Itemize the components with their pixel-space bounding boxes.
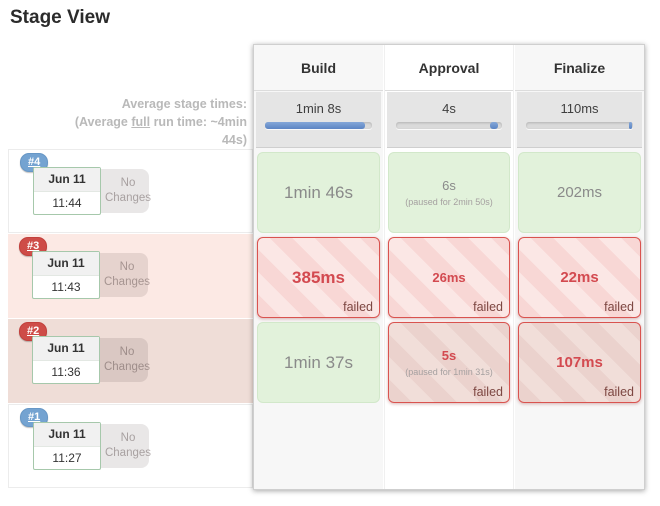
- stage-cell-finalize-2[interactable]: 107ms failed: [518, 322, 641, 403]
- run-time: 11:36: [51, 364, 81, 379]
- run-date: Jun 11: [34, 168, 100, 192]
- paused-note: (paused for 1min 31s): [405, 367, 493, 377]
- run-date: Jun 11: [33, 252, 99, 276]
- failed-tag: failed: [604, 300, 634, 314]
- run-row-4: #4 No Changes Jun 11 11:44: [8, 149, 253, 233]
- stage-cell-build-3[interactable]: 385ms failed: [257, 237, 380, 318]
- column-header-approval: Approval: [385, 45, 513, 91]
- run-list: #4 No Changes Jun 11 11:44 #3 No Changes…: [8, 149, 253, 489]
- changes-box: No Changes: [94, 338, 150, 382]
- stage-cell-finalize-3[interactable]: 22ms failed: [518, 237, 641, 318]
- average-cell-approval: 4s: [387, 92, 511, 148]
- run-date-link[interactable]: Jun 11 11:27: [33, 422, 101, 470]
- stage-table: Build 1min 8s 1min 46s 385ms failed 1min…: [253, 44, 645, 490]
- stage-cell-finalize-4[interactable]: 202ms: [518, 152, 641, 233]
- column-finalize: Finalize 110ms 202ms 22ms failed 107ms f…: [515, 45, 644, 489]
- average-time-bar-fill: [264, 122, 365, 129]
- run-date: Jun 11: [34, 423, 100, 447]
- run-date-link[interactable]: Jun 11 11:44: [33, 167, 101, 215]
- run-date-link[interactable]: Jun 11 11:43: [32, 251, 100, 299]
- average-time-value: 110ms: [560, 101, 599, 116]
- average-time-value: 1min 8s: [295, 101, 342, 116]
- average-cell-build: 1min 8s: [256, 92, 381, 148]
- page-title: Stage View: [10, 7, 110, 28]
- failed-tag: failed: [604, 385, 634, 399]
- average-time-bar-fill: [629, 122, 633, 129]
- run-date: Jun 11: [33, 337, 99, 361]
- run-time: 11:43: [51, 279, 81, 294]
- run-row-2: #2 No Changes Jun 11 11:36: [8, 319, 253, 403]
- average-time-bar-fill: [490, 122, 498, 129]
- run-time: 11:27: [52, 450, 82, 465]
- average-time-bar: [525, 122, 634, 129]
- average-note-line3: 44s): [221, 133, 247, 147]
- changes-box: No Changes: [95, 424, 151, 468]
- average-time-bar: [395, 122, 503, 129]
- average-time-bar: [264, 122, 373, 129]
- changes-box: No Changes: [95, 169, 151, 213]
- stage-cell-approval-2[interactable]: 5s (paused for 1min 31s) failed: [388, 322, 510, 403]
- average-note-line1: Average stage times:: [121, 97, 247, 111]
- run-row-1: #1 No Changes Jun 11 11:27: [8, 404, 253, 488]
- run-time: 11:44: [52, 195, 82, 210]
- failed-tag: failed: [473, 300, 503, 314]
- average-cell-finalize: 110ms: [517, 92, 642, 148]
- stage-cell-build-2[interactable]: 1min 37s: [257, 322, 380, 403]
- full-run-time-link: full: [131, 115, 151, 129]
- average-note-line2: (Average full run time: ~4min: [74, 115, 247, 129]
- changes-box: No Changes: [94, 253, 150, 297]
- stage-cell-approval-3[interactable]: 26ms failed: [388, 237, 510, 318]
- paused-note: (paused for 2min 50s): [405, 197, 493, 207]
- column-header-finalize: Finalize: [515, 45, 644, 91]
- run-date-link[interactable]: Jun 11 11:36: [32, 336, 100, 384]
- stage-cell-approval-4[interactable]: 6s (paused for 2min 50s): [388, 152, 510, 233]
- run-row-3: #3 No Changes Jun 11 11:43: [8, 234, 253, 318]
- failed-tag: failed: [343, 300, 373, 314]
- column-approval: Approval 4s 6s (paused for 2min 50s) 26m…: [384, 45, 514, 489]
- column-build: Build 1min 8s 1min 46s 385ms failed 1min…: [254, 45, 383, 489]
- column-header-build: Build: [254, 45, 383, 91]
- failed-tag: failed: [473, 385, 503, 399]
- average-times-note: Average stage times: (Average full run t…: [0, 95, 247, 149]
- average-time-value: 4s: [442, 101, 456, 116]
- stage-cell-build-4[interactable]: 1min 46s: [257, 152, 380, 233]
